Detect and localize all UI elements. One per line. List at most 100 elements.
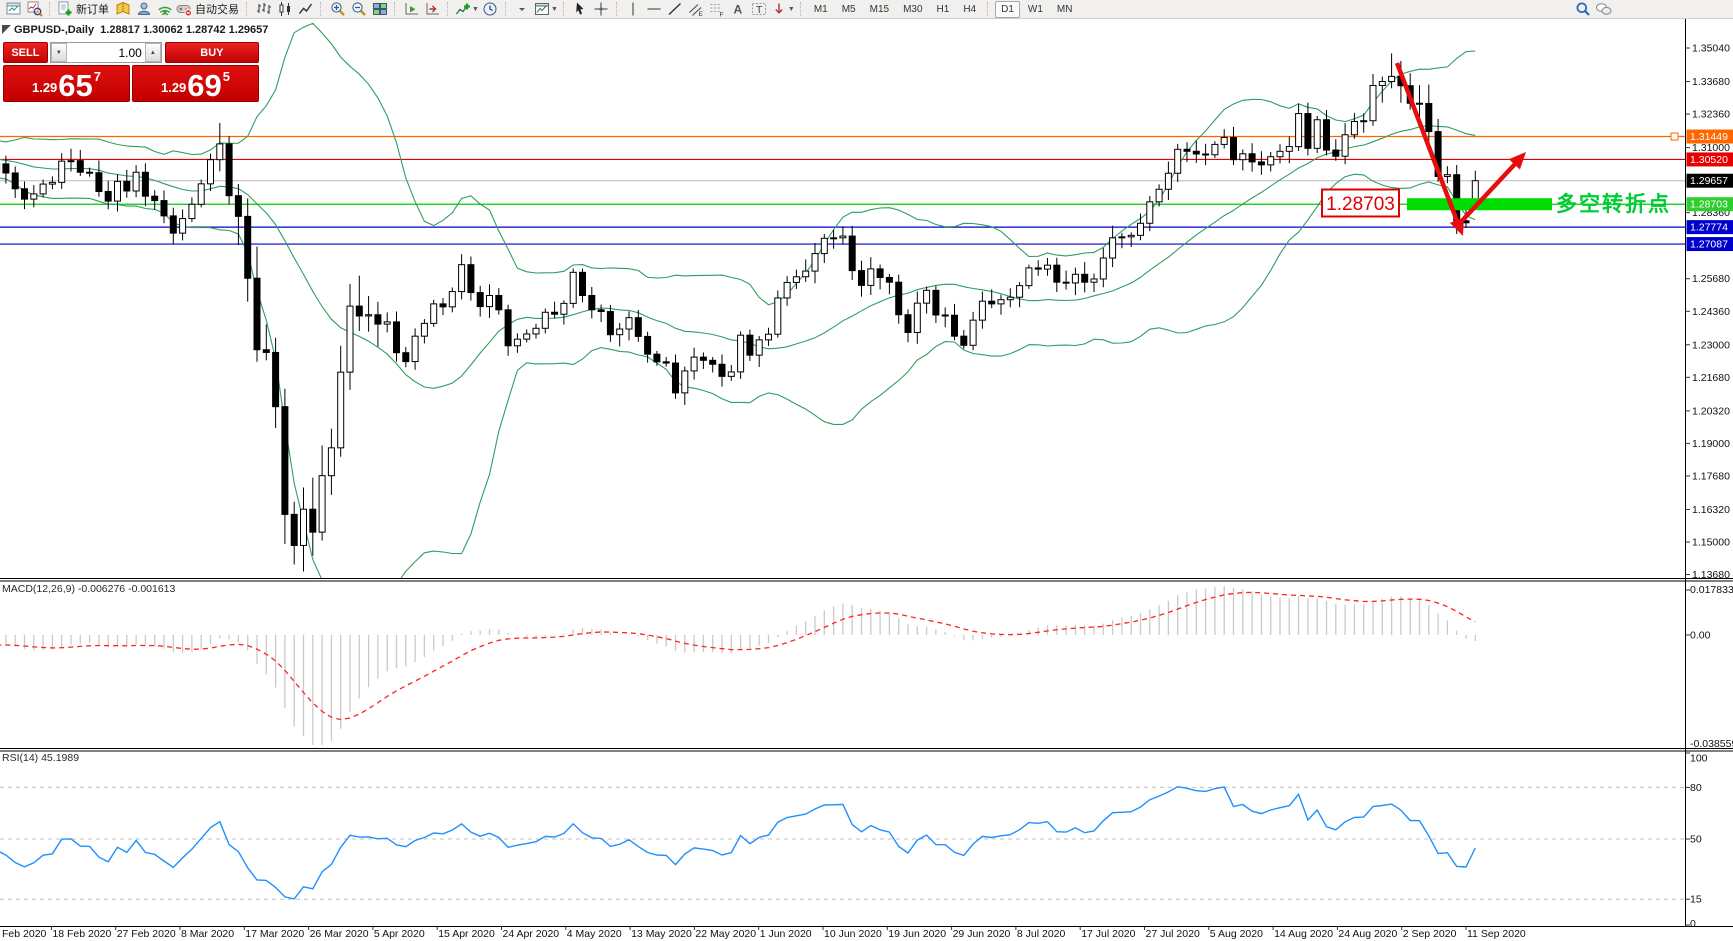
timeframe-m1-button[interactable]: M1 xyxy=(813,3,828,15)
vline-button[interactable] xyxy=(624,1,643,18)
candle-body xyxy=(1090,278,1098,283)
arrows-tool-caret-icon[interactable]: ▼ xyxy=(787,5,795,13)
timeframe-m30-button[interactable]: M30 xyxy=(903,3,923,15)
search-icon xyxy=(1575,1,1591,17)
template-caret-icon[interactable]: ▼ xyxy=(550,5,558,13)
arrows-tool-button[interactable]: ▼ xyxy=(771,1,795,18)
timeframe-m15-button[interactable]: M15 xyxy=(869,3,890,15)
channel-button[interactable]: E xyxy=(687,1,706,18)
candle-body xyxy=(774,297,782,335)
timeframe-h4-button[interactable]: H4 xyxy=(963,3,977,15)
date-label: 17 Jul 2020 xyxy=(1081,928,1135,940)
candle-body xyxy=(1248,153,1256,163)
candle-body xyxy=(300,508,307,546)
text-icon: A xyxy=(730,1,746,17)
sell-price-box[interactable]: 1.29 65 7 xyxy=(3,65,130,102)
clock-button[interactable] xyxy=(481,1,500,18)
candle-body xyxy=(67,160,75,163)
hline-icon xyxy=(646,1,662,17)
price-badge xyxy=(1686,220,1733,235)
signals-icon xyxy=(157,1,173,17)
one-click-collapse-icon[interactable] xyxy=(2,25,11,34)
trendline-button[interactable] xyxy=(666,1,685,18)
template-button[interactable]: ▼ xyxy=(534,1,558,18)
text-label-button[interactable]: T xyxy=(750,1,769,18)
zoom-out-button[interactable] xyxy=(349,1,368,18)
candle-body xyxy=(634,317,642,337)
candle-body xyxy=(597,309,605,313)
candle-body xyxy=(1118,236,1126,239)
candle-body xyxy=(1257,161,1265,166)
macd-zero-label: 0.00 xyxy=(1690,629,1711,641)
candle-chart-button[interactable] xyxy=(275,1,294,18)
up-arrow-object[interactable] xyxy=(1457,162,1517,226)
bars-chart-button[interactable] xyxy=(254,1,273,18)
timeframe-m5-button[interactable]: M5 xyxy=(841,3,856,15)
timeframe-h1-button[interactable]: H1 xyxy=(936,3,950,15)
zoom-in-button[interactable] xyxy=(328,1,347,18)
line-chart-button[interactable] xyxy=(296,1,315,18)
indicators-icon xyxy=(455,1,471,17)
volume-input[interactable] xyxy=(66,43,145,62)
chart-window-button[interactable] xyxy=(4,1,23,18)
toolbar-separator xyxy=(562,2,566,16)
indicators-caret-icon[interactable]: ▼ xyxy=(472,5,479,13)
tile-windows-button[interactable] xyxy=(370,1,389,18)
chat-button[interactable] xyxy=(1594,1,1613,18)
autoscroll-button[interactable] xyxy=(402,1,421,18)
market-button[interactable] xyxy=(134,1,153,18)
volume-down-button[interactable]: ▼ xyxy=(50,43,67,62)
candle-body xyxy=(1146,201,1154,224)
new-order-button[interactable]: 新订单 xyxy=(57,1,111,18)
signals-button[interactable] xyxy=(155,1,174,18)
candle-body xyxy=(244,215,252,279)
timeframe-w1-button[interactable]: W1 xyxy=(1027,3,1043,15)
indicators-button[interactable]: ▼ xyxy=(455,1,479,18)
line-chart-icon xyxy=(298,1,314,17)
buy-button[interactable]: BUY xyxy=(164,42,259,63)
price-badge xyxy=(1686,152,1733,167)
volume-up-button[interactable]: ▲ xyxy=(144,43,161,62)
search-button[interactable] xyxy=(1573,1,1592,18)
hline-anchor-handle[interactable] xyxy=(1670,132,1679,141)
fibonacci-button[interactable]: F xyxy=(708,1,727,18)
caret-only-button[interactable] xyxy=(513,1,532,18)
candle-body xyxy=(820,237,828,255)
price-flag-box[interactable] xyxy=(1321,188,1400,218)
candle-body xyxy=(39,183,47,195)
timeframe-d1-button[interactable]: D1 xyxy=(995,0,1020,18)
candle-body xyxy=(1016,285,1024,298)
candle-body xyxy=(746,334,754,356)
hline-button[interactable] xyxy=(645,1,664,18)
candle-body xyxy=(672,362,679,394)
one-click-trading-panel: SELL ▼ ▲ BUY 1.29 65 7 1.29 69 5 xyxy=(3,42,259,102)
chart-shift-button[interactable] xyxy=(423,1,442,18)
text-button[interactable]: A xyxy=(729,1,748,18)
buy-price-box[interactable]: 1.29 69 5 xyxy=(132,65,259,102)
price-tick-label: 1.17680 xyxy=(1692,470,1730,482)
candle-body xyxy=(476,292,484,308)
metaeditor-button[interactable] xyxy=(113,1,132,18)
tick-chart-button[interactable] xyxy=(25,1,44,18)
candle-body xyxy=(699,356,707,361)
candle-body xyxy=(207,159,214,185)
down-arrow-object[interactable] xyxy=(1394,62,1460,222)
sell-button[interactable]: SELL xyxy=(3,42,48,63)
cursor-button[interactable] xyxy=(571,1,590,18)
candle-body xyxy=(606,311,614,336)
crosshair-button[interactable] xyxy=(592,1,611,18)
candle-body xyxy=(1332,149,1340,157)
tick-chart-icon xyxy=(27,1,43,17)
candle-body xyxy=(318,475,326,533)
sell-price-small: 1.29 xyxy=(31,80,58,95)
autotrading-button[interactable]: 自动交易 xyxy=(176,1,241,18)
timeframe-mn-button[interactable]: MN xyxy=(1056,3,1073,15)
rsi-line xyxy=(0,785,1476,900)
candle-body xyxy=(188,203,196,220)
candle-body xyxy=(532,327,540,335)
candle-body xyxy=(225,143,233,197)
price-flag-text: 1.28703 xyxy=(1326,194,1395,215)
candle-body xyxy=(21,188,28,200)
